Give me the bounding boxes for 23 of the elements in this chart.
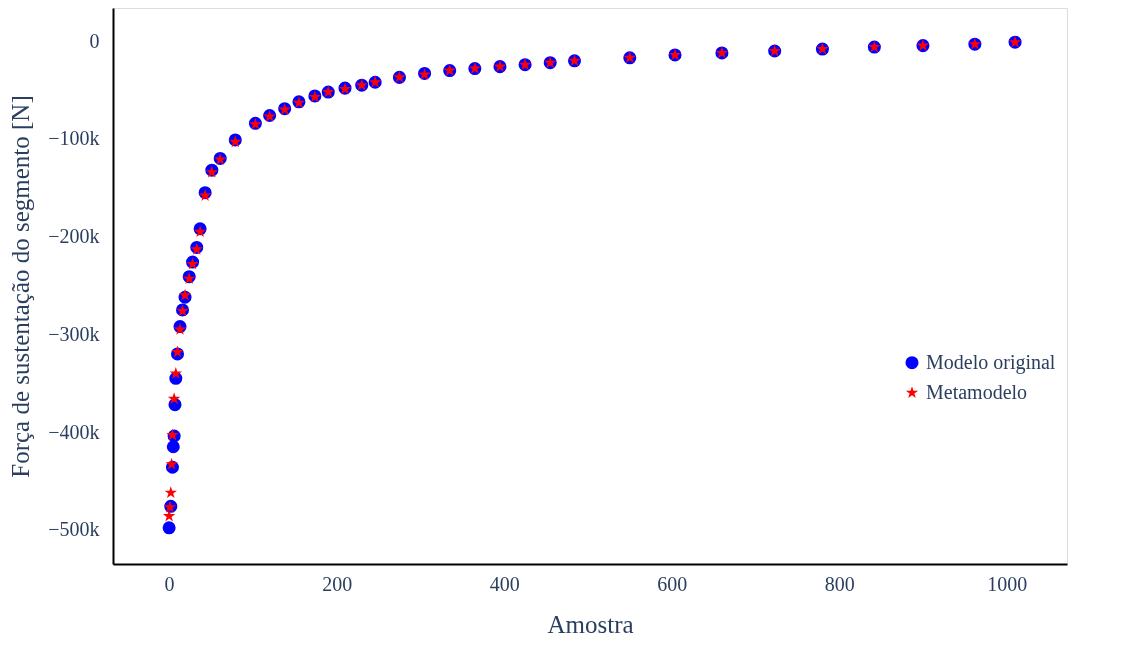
point xyxy=(166,440,180,454)
point xyxy=(162,521,176,535)
x-tick-label: 1000 xyxy=(987,572,1028,595)
y-tick-label: −200k xyxy=(48,225,100,248)
x-tick-label: 600 xyxy=(657,572,688,595)
y-tick-label: 0 xyxy=(89,29,100,52)
point xyxy=(165,457,178,470)
x-tick-label: 200 xyxy=(322,572,353,595)
legend-label: Modelo original xyxy=(926,350,1056,374)
x-axis-title: Amostra xyxy=(547,610,634,638)
y-tick-label: −100k xyxy=(48,127,100,150)
x-tick-label: 0 xyxy=(164,572,175,595)
point xyxy=(167,392,181,405)
x-tick-label: 400 xyxy=(489,572,520,595)
y-tick-label: −400k xyxy=(48,420,100,443)
legend-label: Metamodelo xyxy=(926,380,1028,403)
y-tick-label: −500k xyxy=(48,518,100,541)
point xyxy=(164,486,177,498)
y-axis-title: Força de sustentação do segmento [N] xyxy=(7,95,35,478)
point xyxy=(162,509,176,522)
x-tick-label: 800 xyxy=(824,572,855,595)
y-tick-label: −300k xyxy=(48,322,100,345)
point xyxy=(169,366,183,379)
